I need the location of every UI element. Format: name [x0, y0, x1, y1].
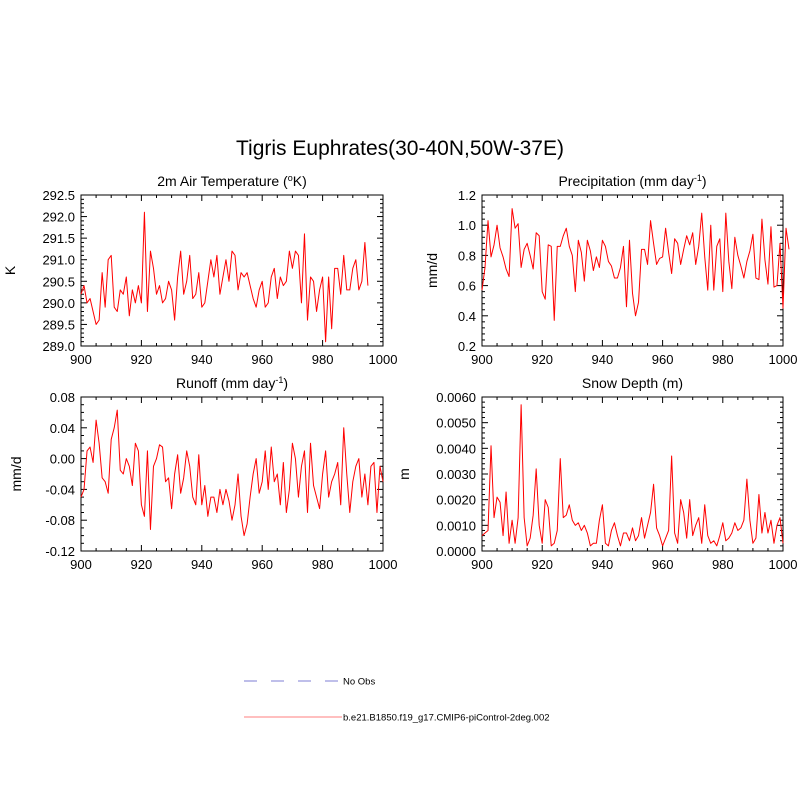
series-line: [80, 211, 369, 343]
x-tick-label: 900: [471, 352, 493, 367]
x-tick-label: 980: [312, 352, 334, 367]
panel-title: Snow Depth (m): [582, 375, 683, 391]
plot-frame: [481, 194, 784, 347]
x-tick-label: 960: [251, 557, 273, 572]
y-tick-label: 0.4: [458, 309, 476, 324]
x-tick-label: 940: [592, 352, 614, 367]
y-tick-label: 0.0010: [436, 518, 476, 533]
x-tick-label: 920: [131, 557, 153, 572]
legend-label: No Obs: [343, 677, 375, 688]
y-axis-label: m: [396, 468, 412, 480]
x-tick-label: 1000: [769, 557, 798, 572]
x-tick-label: 1000: [369, 557, 398, 572]
y-tick-label: 1.2: [458, 188, 476, 203]
y-tick-label: 0.6: [458, 279, 476, 294]
panel-3: Runoff (mm day-1) mm/d 900 920 940 960 980 1000…: [8, 375, 397, 572]
x-tick-label: 1000: [369, 352, 398, 367]
x-tick-label: 940: [592, 557, 614, 572]
x-tick-label: 900: [70, 557, 92, 572]
y-tick-label: 0.2: [458, 339, 476, 354]
x-tick-label: 920: [531, 557, 553, 572]
y-tick-label: 291.5: [42, 231, 75, 246]
y-tick-label: 0.00: [50, 452, 75, 467]
x-tick-label: 960: [652, 352, 674, 367]
x-tick-label: 980: [712, 352, 734, 367]
y-tick-label: 1.0: [458, 218, 476, 233]
y-tick-label: 0.0030: [436, 467, 476, 482]
x-tick-label: 900: [70, 352, 92, 367]
chart-panels: 2m Air Temperature (oK) K 900 920 940 960 980 1…: [2, 173, 797, 572]
x-tick-label: 920: [131, 352, 153, 367]
plot-frame: [80, 396, 384, 552]
series-line: [481, 208, 790, 321]
series-line: [80, 409, 384, 537]
panel-1: 2m Air Temperature (oK) K 900 920 940 960 980 1…: [2, 173, 397, 367]
y-tick-label: 292.5: [42, 188, 75, 203]
x-tick-label: 940: [191, 557, 213, 572]
panel-2: Precipitation (mm day-1) mm/d 900 920 940 960…: [424, 173, 797, 367]
y-axis-label: K: [2, 265, 18, 275]
panel-title: 2m Air Temperature (oK): [157, 173, 306, 189]
x-tick-label: 980: [312, 557, 334, 572]
y-tick-label: 0.04: [50, 421, 75, 436]
panel-4: Snow Depth (m) m 900 920 940 960 980 1000 0.0000…: [396, 375, 797, 572]
y-axis-label: mm/d: [424, 253, 440, 288]
y-tick-label: 0.8: [458, 248, 476, 263]
y-tick-label: 289.0: [42, 339, 75, 354]
y-tick-label: 291.0: [42, 253, 75, 268]
panel-title: Runoff (mm day-1): [176, 375, 288, 391]
legend-label: b.e21.B1850.f19_g17.CMIP6-piControl-2deg…: [343, 713, 550, 724]
legend: No Obs b.e21.B1850.f19_g17.CMIP6-piContro…: [244, 677, 550, 724]
y-tick-label: -0.12: [45, 544, 75, 559]
x-tick-label: 960: [652, 557, 674, 572]
y-axis-label: mm/d: [8, 457, 24, 492]
x-tick-label: 1000: [769, 352, 798, 367]
x-tick-label: 960: [251, 352, 273, 367]
x-tick-label: 980: [712, 557, 734, 572]
y-tick-label: 292.0: [42, 210, 75, 225]
y-tick-label: 290.5: [42, 274, 75, 289]
figure-title: Tigris Euphrates(30-40N,50W-37E): [236, 137, 564, 160]
legend-item: No Obs: [244, 677, 375, 688]
y-tick-label: 0.0060: [436, 390, 476, 405]
y-tick-label: 0.0040: [436, 441, 476, 456]
y-tick-label: 0.08: [50, 390, 75, 405]
y-tick-label: 289.5: [42, 317, 75, 332]
legend-item: b.e21.B1850.f19_g17.CMIP6-piControl-2deg…: [244, 713, 550, 724]
panel-title: Precipitation (mm day-1): [558, 173, 706, 189]
x-tick-label: 920: [531, 352, 553, 367]
x-tick-label: 940: [191, 352, 213, 367]
x-tick-label: 900: [471, 557, 493, 572]
y-tick-label: 0.0050: [436, 416, 476, 431]
y-tick-label: 290.0: [42, 296, 75, 311]
y-tick-label: 0.0020: [436, 493, 476, 508]
y-tick-label: -0.08: [45, 513, 75, 528]
series-line: [481, 404, 784, 547]
y-tick-label: -0.04: [45, 482, 75, 497]
y-tick-label: 0.0000: [436, 544, 476, 559]
